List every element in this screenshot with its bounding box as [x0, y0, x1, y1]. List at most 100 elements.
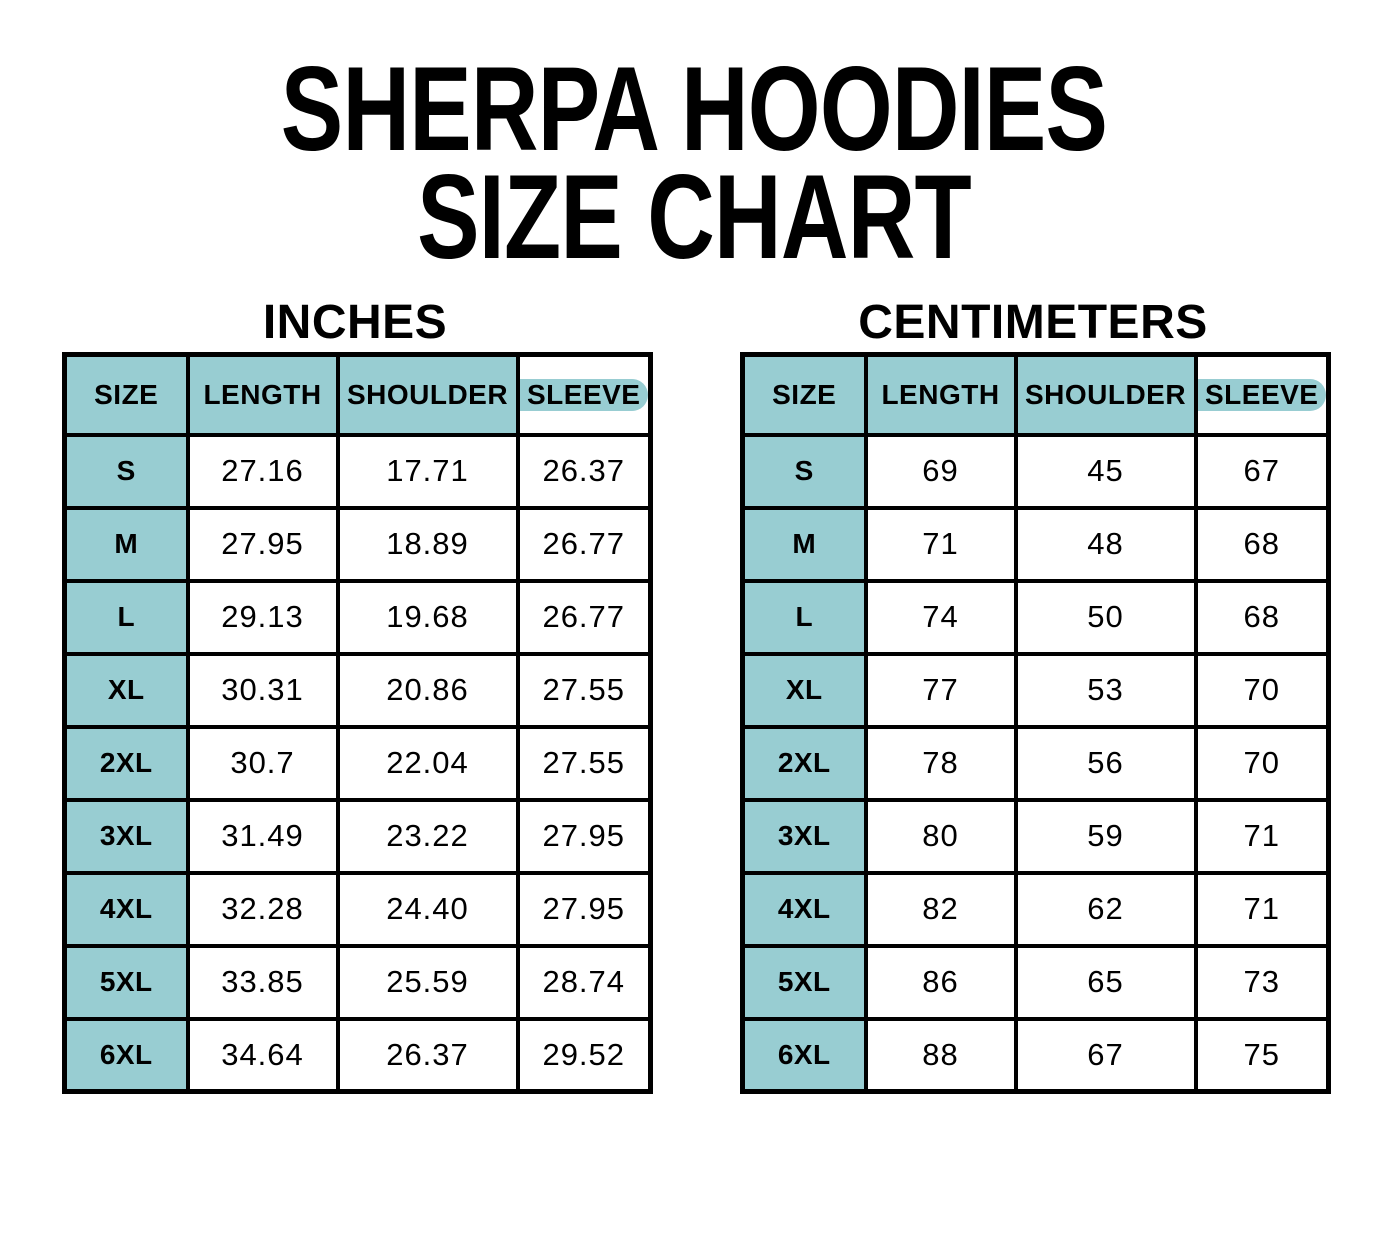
page-title: SHERPA HOODIES SIZE CHART	[153, 42, 1236, 284]
size-cell: 5XL	[62, 943, 190, 1021]
column-header-shoulder: SHOULDER	[335, 352, 520, 437]
sleeve-cell: 27.95	[515, 797, 653, 875]
sleeve-cell: 70	[1193, 724, 1331, 802]
sleeve-cell: 75	[1193, 1016, 1331, 1094]
sleeve-cell: 26.77	[515, 578, 653, 656]
table-row: 5XL 86 65 73	[740, 943, 1331, 1021]
size-cell: XL	[62, 651, 190, 729]
sleeve-cell: 29.52	[515, 1016, 653, 1094]
table-row: XL 77 53 70	[740, 651, 1331, 729]
shoulder-cell: 17.71	[335, 432, 520, 510]
size-cell: 5XL	[740, 943, 868, 1021]
table-row: 4XL 82 62 71	[740, 870, 1331, 948]
sleeve-cell: 28.74	[515, 943, 653, 1021]
centimeters-label: CENTIMETERS	[858, 296, 1208, 349]
length-cell: 80	[863, 797, 1018, 875]
size-cell: 4XL	[62, 870, 190, 948]
table-row: 2XL 78 56 70	[740, 724, 1331, 802]
size-chart-page: SHERPA HOODIES SIZE CHART INCHES SIZE LE…	[0, 42, 1388, 1094]
shoulder-cell: 53	[1013, 651, 1198, 729]
length-cell: 78	[863, 724, 1018, 802]
length-cell: 69	[863, 432, 1018, 510]
sleeve-cell: 71	[1193, 797, 1331, 875]
sleeve-cell: 26.77	[515, 505, 653, 583]
column-header-shoulder: SHOULDER	[1013, 352, 1198, 437]
shoulder-cell: 26.37	[335, 1016, 520, 1094]
sleeve-cell: 27.55	[515, 651, 653, 729]
sleeve-cell: 68	[1193, 578, 1331, 656]
table-row: L 74 50 68	[740, 578, 1331, 656]
page-title-line-1: SHERPA HOODIES	[280, 42, 1108, 176]
table-row: 3XL 31.49 23.22 27.95	[62, 797, 653, 875]
size-cell: 3XL	[62, 797, 190, 875]
length-cell: 33.85	[185, 943, 340, 1021]
length-cell: 31.49	[185, 797, 340, 875]
centimeters-panel: CENTIMETERS SIZE LENGTH SHOULDER SLEEVE	[740, 295, 1331, 1094]
table-row: L 29.13 19.68 26.77	[62, 578, 653, 656]
table-row: 5XL 33.85 25.59 28.74	[62, 943, 653, 1021]
size-cell: L	[62, 578, 190, 656]
table-row: 2XL 30.7 22.04 27.55	[62, 724, 653, 802]
sleeve-cell: 27.55	[515, 724, 653, 802]
size-cell: L	[740, 578, 868, 656]
length-cell: 29.13	[185, 578, 340, 656]
shoulder-cell: 62	[1013, 870, 1198, 948]
table-row: S 69 45 67	[740, 432, 1331, 510]
size-cell: S	[740, 432, 868, 510]
length-cell: 30.7	[185, 724, 340, 802]
table-row: M 27.95 18.89 26.77	[62, 505, 653, 583]
size-cell: 3XL	[740, 797, 868, 875]
length-cell: 34.64	[185, 1016, 340, 1094]
size-cell: XL	[740, 651, 868, 729]
length-cell: 27.95	[185, 505, 340, 583]
shoulder-cell: 45	[1013, 432, 1198, 510]
length-cell: 74	[863, 578, 1018, 656]
column-header-sleeve-label: SLEEVE	[1197, 378, 1326, 411]
shoulder-cell: 50	[1013, 578, 1198, 656]
table-row: 4XL 32.28 24.40 27.95	[62, 870, 653, 948]
page-title-line-2: SIZE CHART	[417, 150, 972, 284]
shoulder-cell: 65	[1013, 943, 1198, 1021]
shoulder-cell: 56	[1013, 724, 1198, 802]
shoulder-cell: 48	[1013, 505, 1198, 583]
column-header-length: LENGTH	[185, 352, 340, 437]
table-row: 3XL 80 59 71	[740, 797, 1331, 875]
length-cell: 86	[863, 943, 1018, 1021]
sleeve-cell: 68	[1193, 505, 1331, 583]
shoulder-cell: 59	[1013, 797, 1198, 875]
table-row: M 71 48 68	[740, 505, 1331, 583]
column-header-length: LENGTH	[863, 352, 1018, 437]
size-cell: 6XL	[62, 1016, 190, 1094]
sleeve-cell: 26.37	[515, 432, 653, 510]
table-row: 6XL 34.64 26.37 29.52	[62, 1016, 653, 1094]
length-cell: 77	[863, 651, 1018, 729]
size-cell: 6XL	[740, 1016, 868, 1094]
shoulder-cell: 67	[1013, 1016, 1198, 1094]
length-cell: 88	[863, 1016, 1018, 1094]
size-cell: 2XL	[740, 724, 868, 802]
length-cell: 32.28	[185, 870, 340, 948]
size-cell: 4XL	[740, 870, 868, 948]
shoulder-cell: 18.89	[335, 505, 520, 583]
size-cell: M	[62, 505, 190, 583]
length-cell: 71	[863, 505, 1018, 583]
length-cell: 82	[863, 870, 1018, 948]
column-header-sleeve-label: SLEEVE	[519, 378, 648, 411]
column-header-size: SIZE	[62, 352, 190, 437]
shoulder-cell: 24.40	[335, 870, 520, 948]
inches-table: SIZE LENGTH SHOULDER SLEEVE S 27.16 17.7…	[62, 352, 653, 1094]
table-row: XL 30.31 20.86 27.55	[62, 651, 653, 729]
tables-container: INCHES SIZE LENGTH SHOULDER SLEEVE	[62, 295, 1388, 1094]
shoulder-cell: 19.68	[335, 578, 520, 656]
sleeve-cell: 73	[1193, 943, 1331, 1021]
table-row: 6XL 88 67 75	[740, 1016, 1331, 1094]
length-cell: 27.16	[185, 432, 340, 510]
inches-header-row: SIZE LENGTH SHOULDER SLEEVE	[62, 352, 653, 437]
length-cell: 30.31	[185, 651, 340, 729]
centimeters-header-row: SIZE LENGTH SHOULDER SLEEVE	[740, 352, 1331, 437]
inches-panel: INCHES SIZE LENGTH SHOULDER SLEEVE	[62, 295, 653, 1094]
size-cell: S	[62, 432, 190, 510]
shoulder-cell: 22.04	[335, 724, 520, 802]
sleeve-cell: 27.95	[515, 870, 653, 948]
shoulder-cell: 23.22	[335, 797, 520, 875]
